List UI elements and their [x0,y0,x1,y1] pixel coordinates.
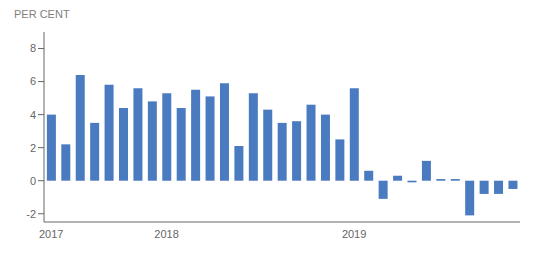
svg-text:6: 6 [30,75,36,87]
svg-text:-2: -2 [26,208,36,220]
svg-text:2019: 2019 [342,228,366,240]
html-text:PER CENT: PER CENT [14,8,70,20]
svg-text:2018: 2018 [154,228,178,240]
svg-text:8: 8 [30,42,36,54]
svg-text:0: 0 [30,175,36,187]
svg-text:4: 4 [30,109,36,121]
svg-text:2017: 2017 [39,228,63,240]
svg-text:2: 2 [30,142,36,154]
